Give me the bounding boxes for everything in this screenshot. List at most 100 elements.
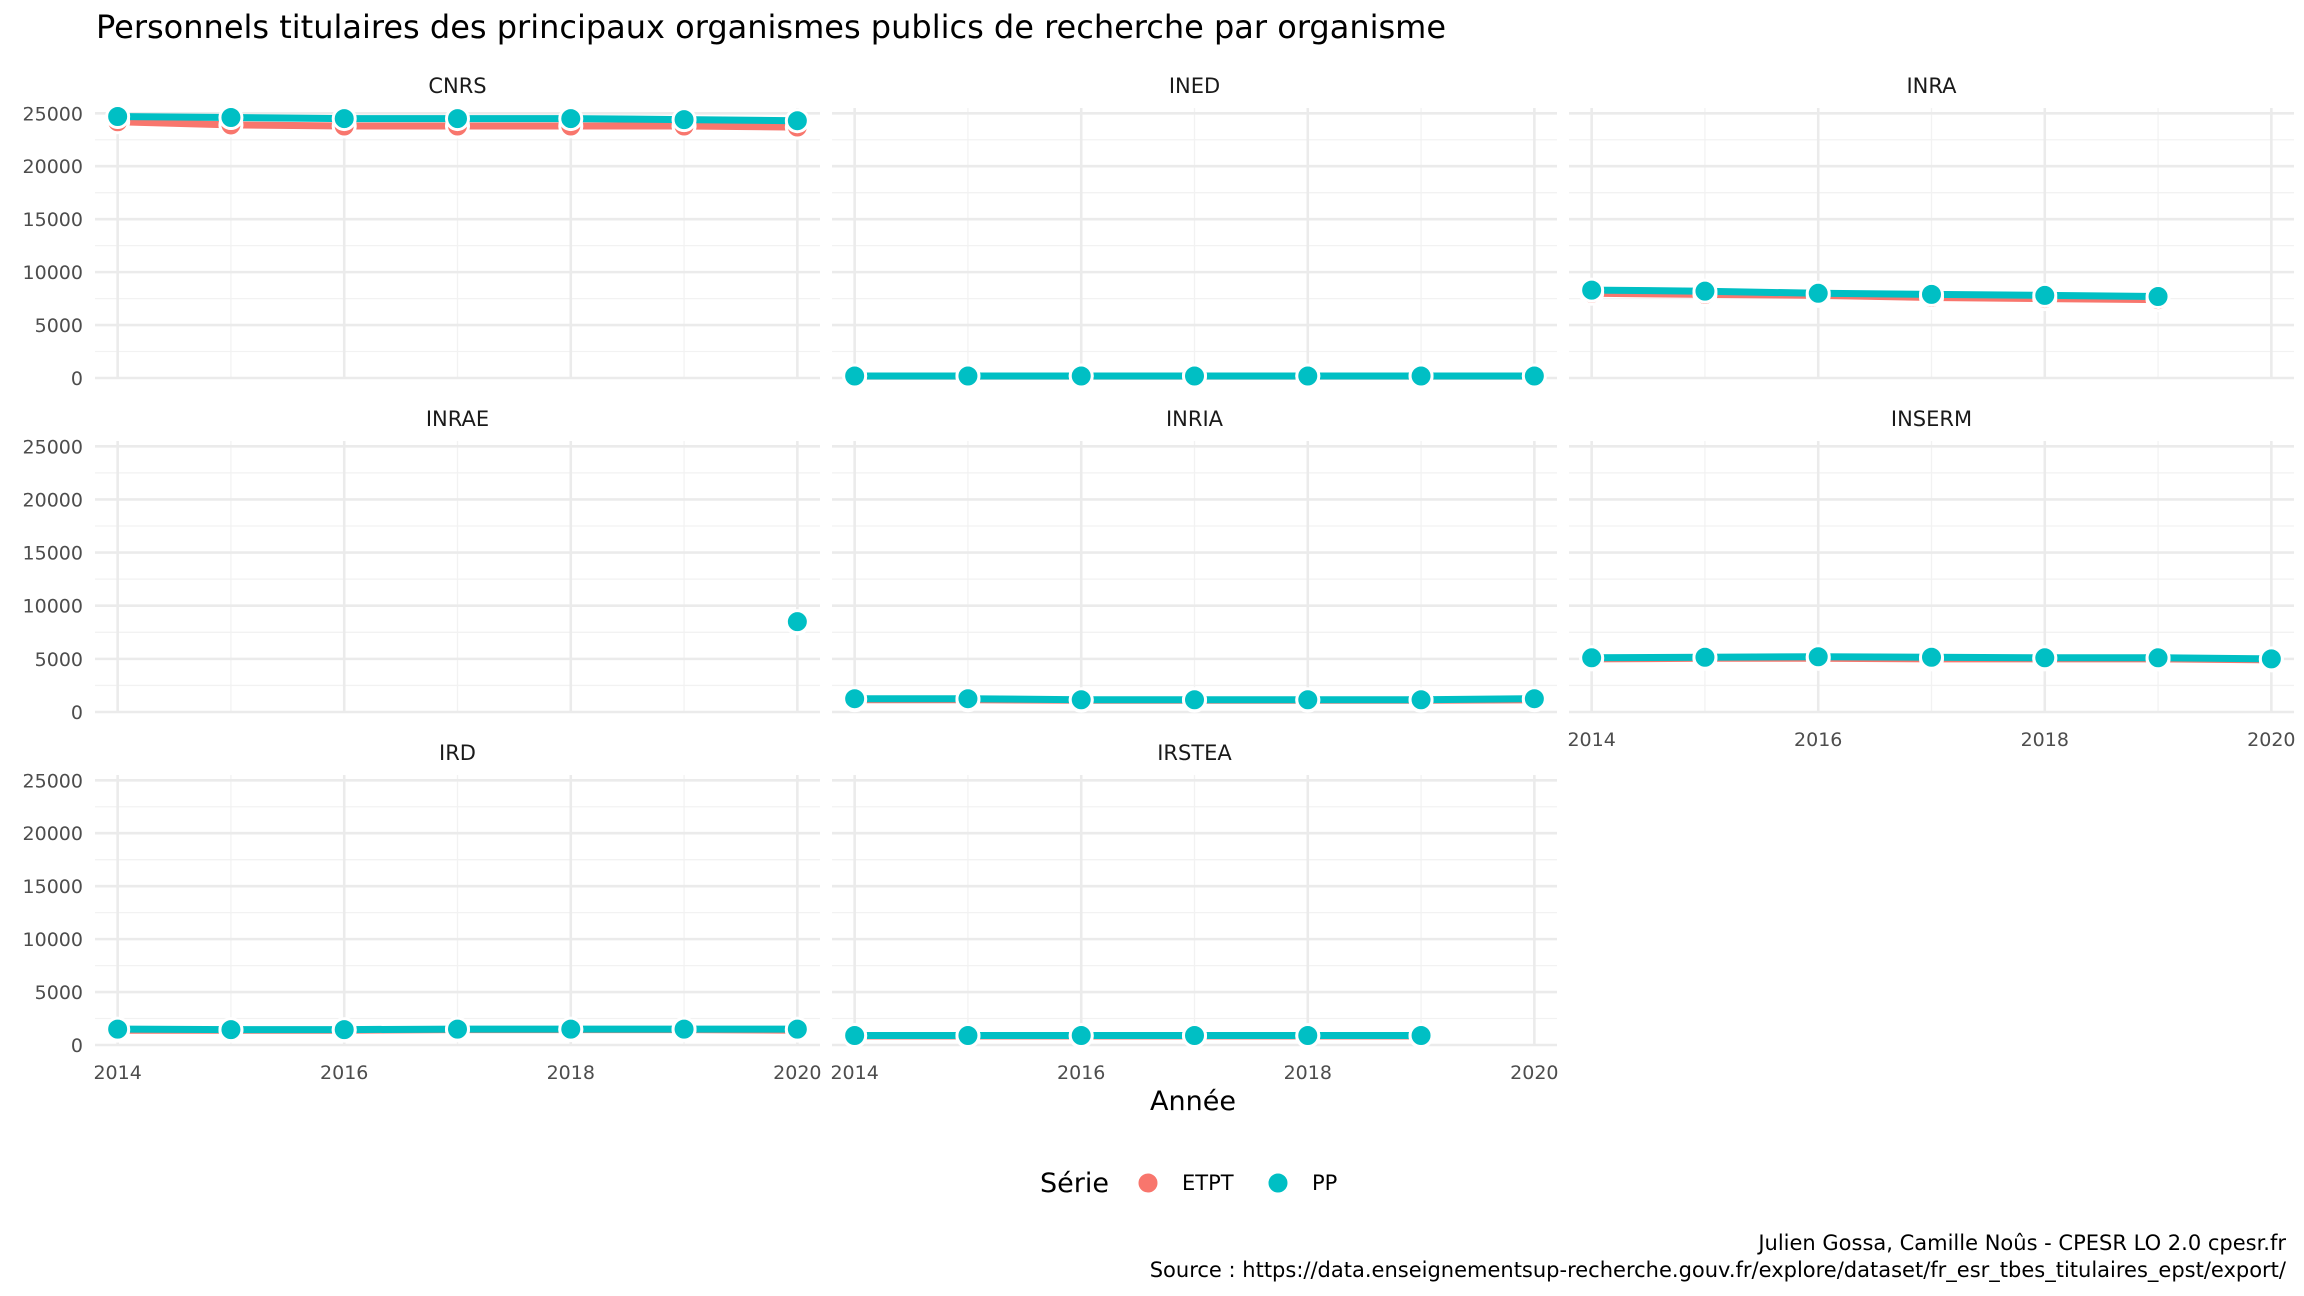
y-tick-label: 25000 [23,436,83,458]
y-tick-label: 5000 [35,315,83,337]
panel-title-irstea: IRSTEA [1157,741,1232,765]
x-tick-label: 2016 [1057,1062,1105,1084]
data-point-pp [955,363,981,389]
panel-inserm: INSERM 2014 2016 2018 2020 [1567,407,2295,751]
y-tick-label: 10000 [23,596,83,618]
caption-line-1: Julien Gossa, Camille Noûs - CPESR LO 2.… [1756,1231,2286,1255]
data-point-pp [445,106,470,132]
panel-inrae: INRAE 0 5000 10000 15000 20000 25000 [23,407,820,724]
data-point-pp [1579,277,1605,303]
data-point-pp [1805,280,1831,306]
panel-cnrs: CNRS 0 5000 10000 15000 20000 25000 [23,74,820,390]
y-tick-label: 5000 [35,649,83,671]
x-tick-label: 2018 [547,1062,595,1084]
data-point-pp [671,107,697,133]
data-point-pp [842,363,868,389]
data-point-pp [2258,646,2284,672]
data-point-pp [558,106,584,132]
data-point-pp [1295,1022,1321,1048]
data-point-pp [105,1016,131,1042]
legend-title: Série [1040,1168,1109,1199]
x-tick-label: 2016 [320,1062,368,1084]
x-tick-label: 2014 [93,1062,141,1084]
x-tick-label: 2020 [1510,1062,1558,1084]
y-tick-label: 20000 [23,156,83,178]
panel-irstea: IRSTEA 2014 2016 2018 2020 [830,741,1558,1084]
y-tick-label: 20000 [23,823,83,845]
data-point-pp [331,106,357,132]
data-point-pp [2032,645,2058,671]
legend-key-pp [1265,1170,1291,1196]
legend-label-etpt: ETPT [1182,1171,1234,1195]
y-tick-label: 10000 [23,929,83,951]
panel-title-inra: INRA [1906,74,1957,98]
data-point-pp [1919,281,1944,307]
chart-title: Personnels titulaires des principaux org… [96,8,1446,46]
panel-title-inrae: INRAE [426,407,489,431]
data-point-pp [1408,1022,1434,1048]
y-tick-label: 20000 [23,489,83,511]
data-point-pp [1692,644,1718,670]
data-point-pp [218,105,244,131]
data-point-pp [784,1016,810,1042]
data-point-pp [1295,687,1321,713]
panel-title-ird: IRD [439,741,476,765]
data-point-pp [1182,1022,1207,1048]
data-point-pp [1521,686,1547,712]
x-tick-label: 2014 [830,1062,878,1084]
y-tick-label: 15000 [23,209,83,231]
y-tick-label: 5000 [35,982,83,1004]
data-point-pp [2145,283,2171,309]
data-point-pp [671,1016,697,1042]
data-point-pp [1182,687,1207,713]
x-tick-label: 2016 [1794,729,1842,751]
data-point-pp [1068,1022,1094,1048]
legend-label-pp: PP [1312,1171,1337,1195]
x-tick-label: 2020 [773,1062,821,1084]
panel-title-ined: INED [1169,74,1220,98]
data-point-pp [1805,644,1831,670]
data-point-pp [784,108,810,134]
panel-inria: INRIA [832,407,1557,714]
data-point-pp [1919,644,1944,670]
data-point-pp [842,686,868,712]
data-point-pp [1408,363,1434,389]
y-tick-label: 0 [71,1035,83,1057]
data-point-pp [2145,645,2171,671]
panels-layer: CNRS 0 5000 10000 15000 20000 25000 INED INRA INR… [23,74,2296,1084]
panel-title-inria: INRIA [1166,407,1224,431]
caption-line-2: Source : https://data.enseignementsup-re… [1150,1258,2287,1283]
y-tick-label: 25000 [23,770,83,792]
data-point-pp [1295,363,1321,389]
x-axis-title: Année [1150,1086,1236,1117]
data-point-pp [331,1017,357,1043]
x-tick-label: 2014 [1567,729,1615,751]
data-point-pp [1068,363,1094,389]
data-point-pp [1068,687,1094,713]
panel-ined: INED [832,74,1557,389]
data-point-pp [1408,687,1434,713]
data-point-pp [558,1016,584,1042]
y-tick-label: 15000 [23,876,83,898]
data-point-pp [105,103,131,129]
panel-title-inserm: INSERM [1891,407,1972,431]
y-tick-label: 25000 [23,103,83,125]
x-tick-label: 2018 [2021,729,2069,751]
x-tick-label: 2020 [2247,729,2295,751]
data-point-pp [1579,645,1605,671]
data-point-pp [784,609,810,635]
x-tick-label: 2018 [1284,1062,1332,1084]
legend: Série ETPT PP [1040,1168,1337,1199]
data-point-pp [445,1016,470,1042]
series-line-pp [1591,286,2159,300]
y-tick-label: 0 [71,368,83,390]
data-point-pp [1521,363,1547,389]
data-point-pp [1182,363,1207,389]
y-tick-label: 10000 [23,262,83,284]
panel-title-cnrs: CNRS [428,74,486,98]
y-tick-label: 15000 [23,543,83,565]
data-point-pp [955,1022,981,1048]
y-tick-label: 0 [71,702,83,724]
data-point-pp [842,1022,868,1048]
